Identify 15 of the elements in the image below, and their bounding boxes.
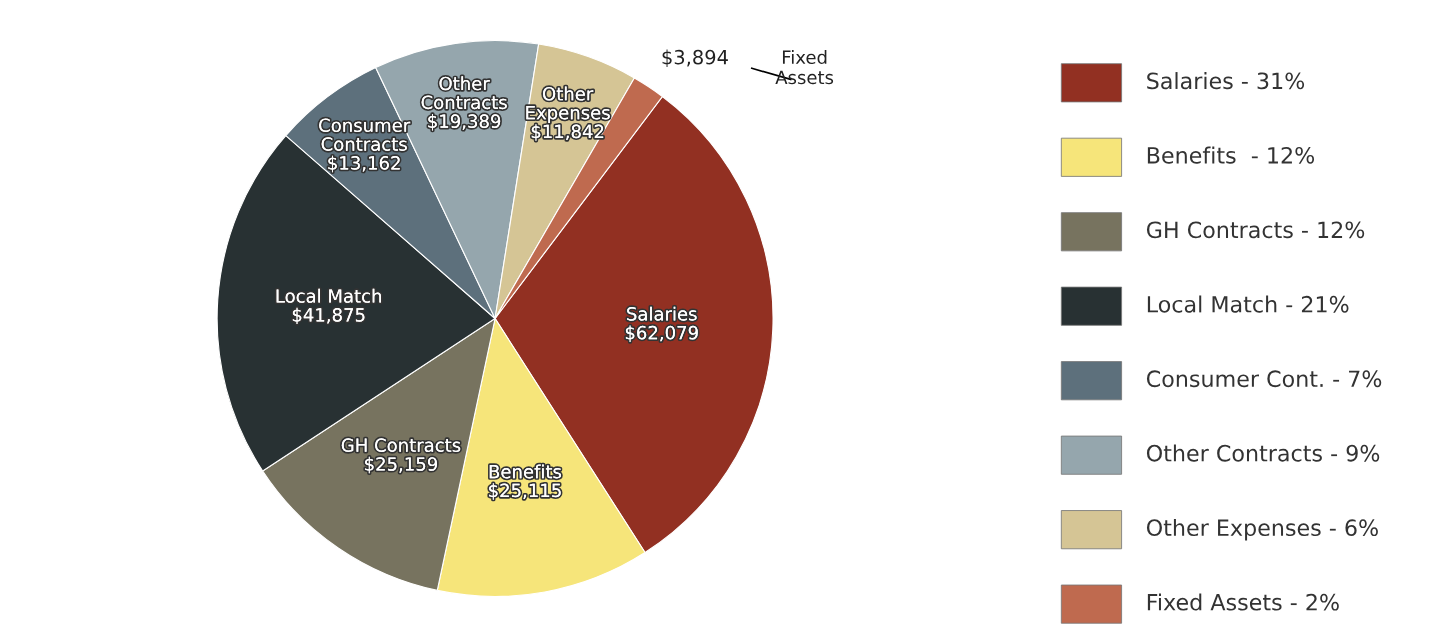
legend-label: Other Contracts - 9% — [1146, 444, 1380, 462]
data-label: Other Contracts $19,389 — [421, 76, 507, 131]
legend-label: Other Expenses - 6% — [1146, 518, 1378, 541]
data-label: Salaries $62,079 — [625, 306, 698, 342]
legend-label: Salaries - 31% — [1147, 72, 1305, 90]
data-label: Local Match $41,875 — [276, 288, 381, 325]
legend-label: Fixed Assets - 2% — [1147, 593, 1339, 611]
legend-label: Local Match - 21% — [1147, 295, 1349, 313]
data-label: $3,894 — [662, 49, 728, 68]
text: Fixed Assets — [775, 50, 834, 85]
legend-label: GH Contracts - 12% — [1146, 221, 1365, 239]
legend-label: Consumer Cont. - 7% — [1146, 370, 1382, 388]
data-label: GH Contracts $25,159 — [341, 438, 461, 474]
legend-label: Benefits - 12% — [1147, 146, 1315, 164]
data-label: Benefits $25,115 — [489, 464, 562, 500]
